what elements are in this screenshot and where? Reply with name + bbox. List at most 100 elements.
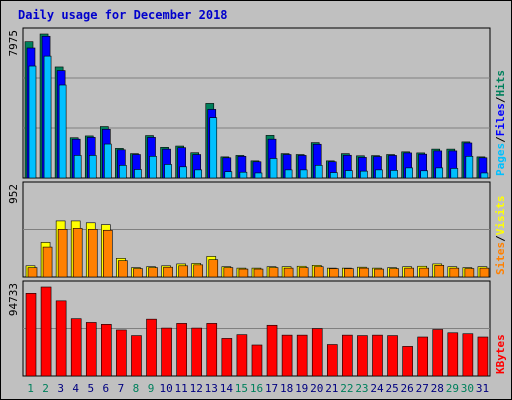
x-tick-label: 5: [87, 382, 94, 395]
legend-entry: /: [494, 136, 507, 143]
pages-bar: [480, 172, 489, 179]
pages-bar: [58, 84, 67, 179]
sites-bar: [223, 267, 234, 278]
kbytes-bar: [176, 323, 187, 377]
kbytes-bar: [342, 334, 353, 377]
x-tick-label: 9: [148, 382, 155, 395]
pages-bar: [209, 117, 218, 179]
pages-bar: [28, 65, 37, 179]
x-tick-label: 13: [205, 382, 218, 395]
sites-bar: [57, 229, 68, 278]
kbytes-bar: [372, 334, 383, 377]
x-tick-label: 28: [431, 382, 444, 395]
sites-bar: [87, 229, 98, 278]
sites-bar: [389, 268, 399, 278]
pages-bar: [254, 172, 263, 179]
kbytes-bar: [281, 334, 293, 377]
x-tick-label: 22: [340, 382, 353, 395]
x-tick-label: 30: [461, 382, 474, 395]
sites-bar: [133, 268, 143, 278]
x-tick-label: 31: [476, 382, 489, 395]
kbytes-bar: [326, 344, 338, 377]
x-tick-label: 20: [310, 382, 323, 395]
legend-entry: Visits: [494, 196, 507, 236]
sites-bar: [253, 268, 264, 278]
chart-title: Daily usage for December 2018: [18, 8, 228, 22]
x-tick-label: 27: [416, 382, 429, 395]
kbytes-bar: [116, 329, 127, 377]
legend: Sites/Visits: [494, 196, 507, 276]
kbytes-bar: [146, 318, 157, 377]
pages-bar: [375, 169, 383, 179]
scale-label: 952: [7, 184, 20, 204]
kbytes-bar: [191, 327, 203, 377]
scale-label: 94733: [7, 283, 20, 316]
x-tick-label: 3: [57, 382, 64, 395]
kbytes-bar: [477, 336, 489, 377]
legend-entry: Hits: [494, 70, 507, 97]
x-tick-label: 4: [72, 382, 79, 395]
sites-bar: [193, 264, 204, 278]
kbytes-bar: [236, 334, 248, 377]
kbytes-bar: [206, 323, 218, 377]
sites-bar: [72, 228, 83, 278]
legend: Pages/Files/Hits: [494, 70, 507, 176]
sites-bar: [404, 267, 414, 278]
x-tick-label: 23: [355, 382, 368, 395]
kbytes-bar: [462, 333, 474, 377]
pages-bar: [420, 170, 428, 179]
pages-bar: [465, 156, 474, 179]
x-tick-label: 6: [103, 382, 110, 395]
pages-bar: [405, 167, 413, 179]
sites-bar: [42, 246, 53, 278]
x-tick-label: 26: [401, 382, 414, 395]
sites-bar: [283, 267, 294, 278]
sites-bar: [178, 265, 188, 278]
sites-bar: [298, 267, 309, 278]
kbytes-panel: 94733 KBytes: [7, 280, 507, 377]
x-tick-label: 1: [27, 382, 34, 395]
kbytes-bar: [85, 322, 97, 377]
pages-bar: [299, 169, 308, 179]
pages-bar: [239, 171, 248, 179]
sites-bar: [27, 267, 38, 278]
kbytes-bar: [266, 324, 278, 377]
legend-entry: KBytes: [494, 334, 507, 374]
pages-bar: [360, 170, 368, 179]
legend-entry: Files: [494, 103, 507, 136]
pages-bar: [224, 171, 233, 179]
sites-bar: [208, 259, 219, 278]
pages-bar: [43, 55, 52, 179]
sites-bar: [148, 267, 158, 278]
legend-entry: Sites: [494, 242, 507, 275]
kbytes-bar: [357, 335, 368, 377]
pages-bar: [104, 143, 112, 179]
x-tick-label: 17: [265, 382, 278, 395]
sites-bar: [434, 265, 445, 278]
kbytes-bar: [387, 335, 398, 377]
pages-bar: [73, 155, 82, 179]
sites-bar: [268, 267, 279, 278]
pages-bar: [329, 172, 338, 179]
legend-entry: Pages: [494, 143, 507, 176]
scale-label: 7975: [7, 30, 20, 57]
sites-bar: [419, 267, 429, 278]
sites-bar: [479, 267, 490, 278]
sites-bar: [118, 260, 128, 278]
pages-bar: [119, 165, 127, 179]
pages-bar: [269, 158, 278, 179]
pages-bar: [314, 165, 323, 179]
kbytes-bar: [447, 332, 459, 377]
kbytes-bar: [25, 293, 37, 377]
sites-bar: [238, 268, 249, 278]
legend-entry: /: [494, 96, 507, 103]
pages-bar: [88, 155, 97, 179]
x-tick-label: 16: [250, 382, 263, 395]
legend-entry: /: [494, 235, 507, 242]
pages-bar: [284, 169, 293, 179]
kbytes-bar: [221, 338, 233, 377]
pages-bar: [435, 167, 444, 179]
pages-bar: [164, 164, 172, 179]
kbytes-bar: [402, 346, 413, 377]
